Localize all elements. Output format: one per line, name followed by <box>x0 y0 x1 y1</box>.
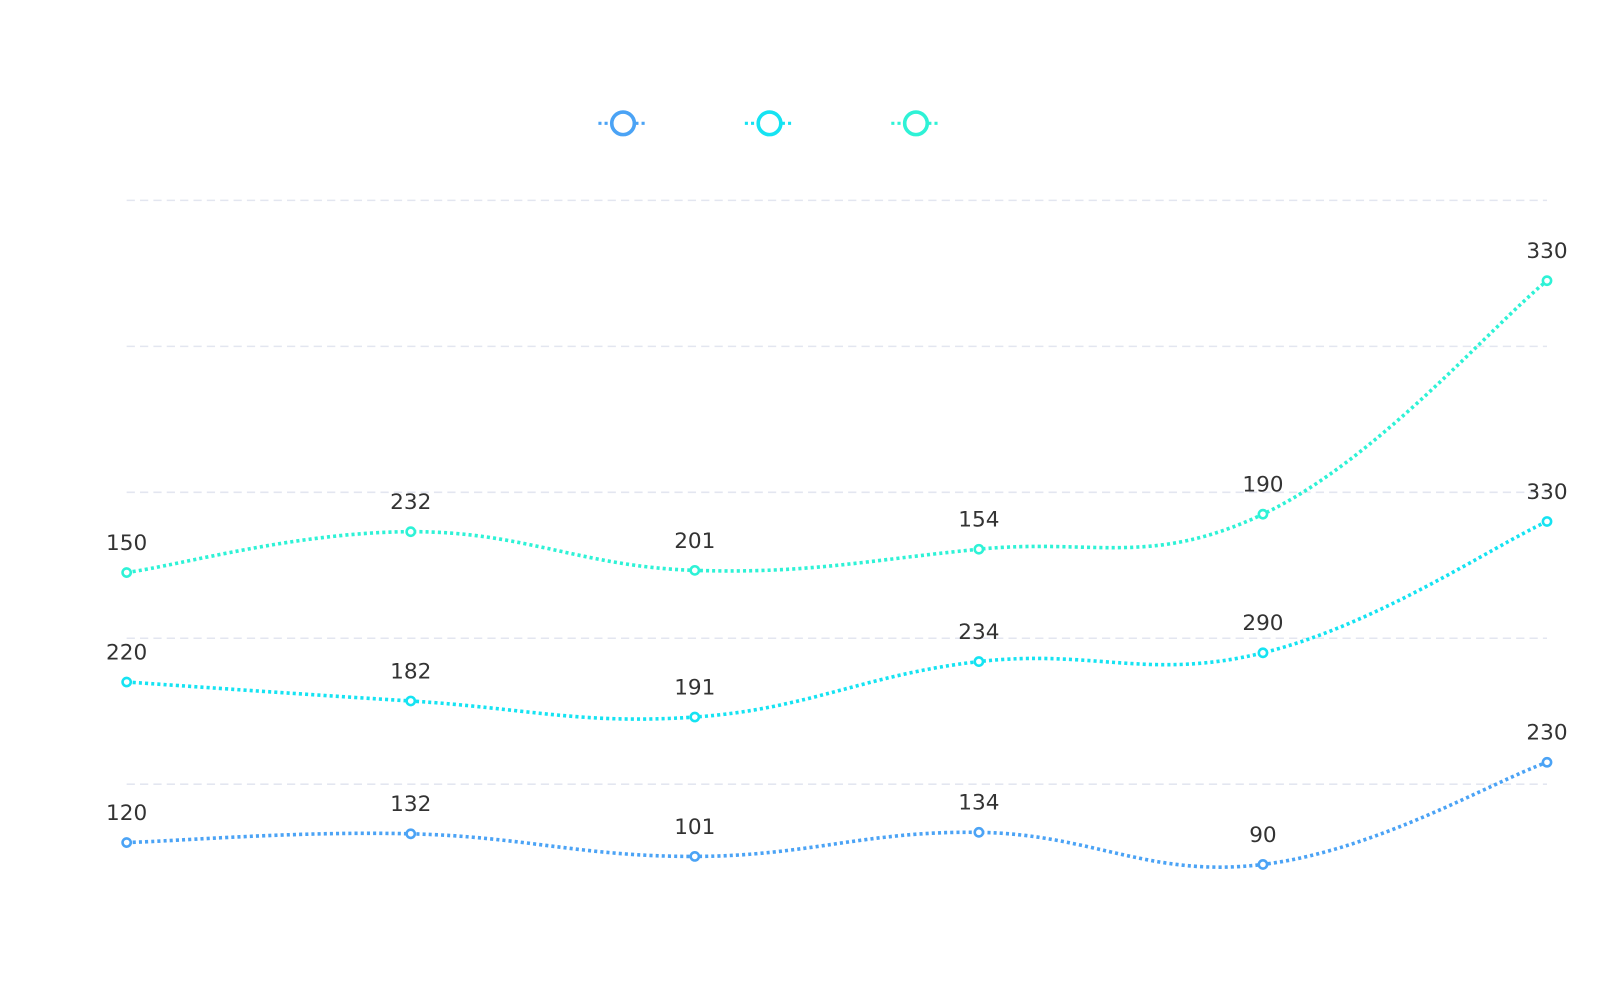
point <box>689 564 701 576</box>
point <box>689 711 701 723</box>
point <box>973 826 985 838</box>
series-line <box>126 760 1548 869</box>
point <box>405 828 417 840</box>
value-label: 132 <box>390 792 431 817</box>
point <box>689 851 701 862</box>
point <box>405 695 417 707</box>
value-label: 232 <box>390 490 431 515</box>
legend-icon <box>902 110 930 137</box>
value-label: 330 <box>1526 239 1567 264</box>
value-label: 134 <box>958 791 999 816</box>
value-label: 220 <box>106 640 147 665</box>
point <box>1257 647 1269 659</box>
point <box>1257 859 1269 870</box>
series-line <box>126 279 1549 575</box>
value-label: 182 <box>390 659 431 684</box>
point <box>1541 756 1553 768</box>
legend-icon <box>756 110 783 137</box>
legend-icon <box>609 110 637 137</box>
point <box>121 676 133 688</box>
value-label: 290 <box>1242 611 1283 636</box>
point <box>121 567 133 578</box>
series-line <box>126 519 1548 721</box>
point <box>1257 508 1269 520</box>
value-label: 191 <box>674 675 715 700</box>
value-label: 90 <box>1249 823 1276 848</box>
point <box>1541 275 1553 287</box>
point <box>121 837 133 848</box>
value-label: 330 <box>1526 480 1567 505</box>
point <box>1541 516 1553 527</box>
value-label: 201 <box>674 529 715 554</box>
value-label: 234 <box>958 620 999 645</box>
value-label: 230 <box>1526 721 1567 746</box>
point <box>973 543 985 555</box>
value-label: 101 <box>674 815 715 840</box>
point <box>973 656 985 667</box>
value-label: 154 <box>958 508 999 533</box>
value-label: 150 <box>106 531 147 556</box>
point <box>405 526 417 538</box>
value-label: 190 <box>1242 473 1283 498</box>
value-label: 120 <box>106 801 147 826</box>
